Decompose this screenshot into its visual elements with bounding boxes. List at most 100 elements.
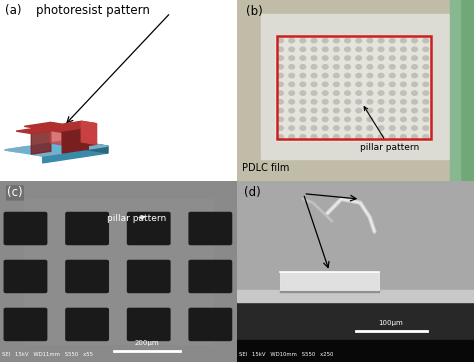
Polygon shape (31, 131, 51, 154)
Bar (237, 181, 474, 293)
Text: (a): (a) (5, 4, 21, 17)
Text: PDLC film: PDLC film (242, 163, 289, 173)
Circle shape (289, 73, 294, 78)
Polygon shape (77, 144, 108, 149)
Circle shape (300, 56, 306, 60)
Circle shape (322, 100, 328, 104)
Text: (d): (d) (244, 186, 261, 199)
FancyBboxPatch shape (4, 260, 47, 293)
Circle shape (412, 100, 418, 104)
Circle shape (378, 135, 384, 139)
Circle shape (345, 135, 350, 139)
Text: (b): (b) (246, 5, 263, 18)
Circle shape (367, 47, 373, 51)
Circle shape (423, 65, 428, 69)
Bar (24, 199, 213, 344)
Circle shape (300, 117, 306, 122)
Polygon shape (31, 151, 62, 156)
Circle shape (289, 108, 294, 113)
Circle shape (300, 100, 306, 104)
Circle shape (423, 91, 428, 95)
Circle shape (311, 65, 317, 69)
Circle shape (423, 135, 428, 139)
Circle shape (322, 108, 328, 113)
Circle shape (423, 126, 428, 130)
FancyBboxPatch shape (127, 212, 171, 245)
Text: (c): (c) (7, 186, 23, 199)
Circle shape (356, 38, 362, 43)
Circle shape (300, 47, 306, 51)
Circle shape (401, 117, 406, 122)
Circle shape (401, 82, 406, 87)
Circle shape (412, 135, 418, 139)
Circle shape (334, 56, 339, 60)
Circle shape (278, 100, 283, 104)
Circle shape (345, 117, 350, 122)
Circle shape (278, 82, 283, 87)
Circle shape (412, 38, 418, 43)
Circle shape (356, 117, 362, 122)
Circle shape (412, 108, 418, 113)
Circle shape (356, 47, 362, 51)
Circle shape (378, 73, 384, 78)
Circle shape (423, 108, 428, 113)
Circle shape (412, 91, 418, 95)
Circle shape (367, 126, 373, 130)
Circle shape (311, 38, 317, 43)
Circle shape (289, 47, 294, 51)
Circle shape (390, 91, 395, 95)
Bar (275, 36, 431, 141)
Circle shape (322, 73, 328, 78)
Circle shape (300, 91, 306, 95)
Bar (237, 340, 474, 362)
Circle shape (401, 38, 406, 43)
Circle shape (423, 38, 428, 43)
Circle shape (289, 135, 294, 139)
Circle shape (423, 56, 428, 60)
Circle shape (412, 73, 418, 78)
Circle shape (390, 100, 395, 104)
Circle shape (300, 108, 306, 113)
Circle shape (278, 73, 283, 78)
Circle shape (356, 65, 362, 69)
FancyBboxPatch shape (189, 260, 232, 293)
Circle shape (401, 91, 406, 95)
Circle shape (334, 73, 339, 78)
Circle shape (311, 135, 317, 139)
FancyBboxPatch shape (189, 308, 232, 341)
Circle shape (278, 56, 283, 60)
Circle shape (367, 38, 373, 43)
Circle shape (289, 82, 294, 87)
Circle shape (412, 117, 418, 122)
Circle shape (356, 108, 362, 113)
Circle shape (345, 65, 350, 69)
Circle shape (367, 91, 373, 95)
Bar (261, 14, 457, 159)
Circle shape (378, 38, 384, 43)
Circle shape (367, 100, 373, 104)
Circle shape (334, 65, 339, 69)
Bar (237, 302, 474, 362)
Circle shape (378, 126, 384, 130)
Circle shape (356, 135, 362, 139)
Circle shape (378, 56, 384, 60)
Polygon shape (43, 146, 108, 163)
Circle shape (300, 82, 306, 87)
Circle shape (345, 100, 350, 104)
Circle shape (278, 65, 283, 69)
Circle shape (278, 91, 283, 95)
Circle shape (367, 117, 373, 122)
Circle shape (334, 38, 339, 43)
Circle shape (322, 65, 328, 69)
Circle shape (378, 65, 384, 69)
FancyBboxPatch shape (65, 308, 109, 341)
Circle shape (378, 108, 384, 113)
Circle shape (401, 56, 406, 60)
Circle shape (322, 117, 328, 122)
Bar (450, 0, 460, 181)
Circle shape (334, 100, 339, 104)
Circle shape (367, 108, 373, 113)
Circle shape (401, 47, 406, 51)
Bar (280, 272, 379, 290)
Circle shape (367, 135, 373, 139)
